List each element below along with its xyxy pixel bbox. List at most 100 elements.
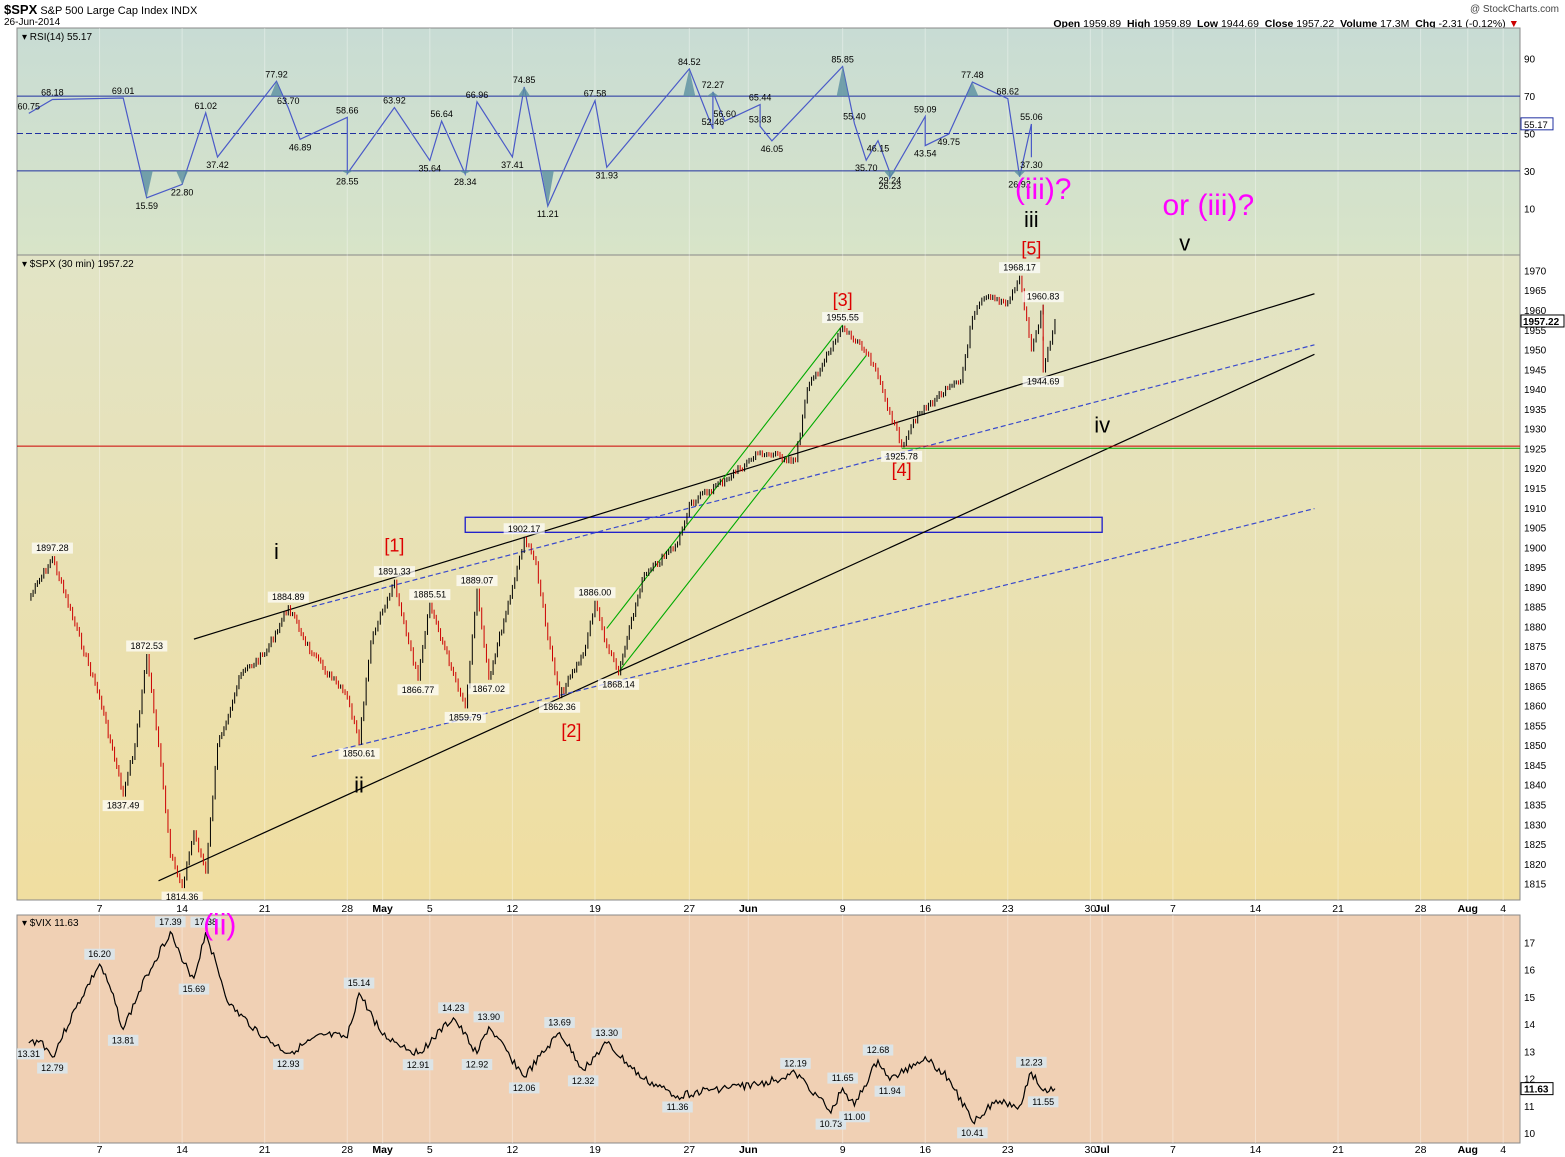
close-value: 1957.22 bbox=[1296, 18, 1335, 30]
wave-label: [4] bbox=[892, 460, 912, 480]
vix-label-bg bbox=[438, 1002, 469, 1014]
price-label-bg bbox=[409, 589, 451, 601]
x-tick-label: May bbox=[372, 903, 393, 915]
vix-label-bg bbox=[862, 1044, 894, 1056]
price-label-bg bbox=[999, 262, 1041, 274]
x-tick-label: 14 bbox=[1250, 903, 1262, 915]
vix-label-bg bbox=[874, 1085, 906, 1097]
wave-label: iii bbox=[1024, 207, 1039, 232]
rsi-y-tick: 90 bbox=[1524, 55, 1536, 66]
x-tick-label: 28 bbox=[1415, 903, 1427, 915]
vix-label-bg bbox=[957, 1127, 988, 1139]
price-panel-bg bbox=[16, 254, 1521, 901]
rsi-extreme-fill bbox=[176, 170, 189, 185]
vix-label-bg bbox=[273, 1058, 304, 1070]
x-tick-label: 30 bbox=[1085, 903, 1097, 915]
rsi-value-label: 77.48 bbox=[961, 70, 984, 80]
rsi-value-label: 46.15 bbox=[867, 144, 890, 154]
x-tick-label: 19 bbox=[589, 903, 601, 915]
x-tick-label: 4 bbox=[1500, 903, 1506, 915]
vix-value-label: 12.93 bbox=[277, 1059, 300, 1069]
open-value: 1959.89 bbox=[1083, 18, 1122, 30]
vix-y-tick: 10 bbox=[1524, 1129, 1536, 1140]
vix-value-label: 17.38 bbox=[194, 917, 217, 927]
x-tick-label: 12 bbox=[507, 903, 519, 915]
wave-label: [1] bbox=[384, 535, 404, 555]
vix-label-bg bbox=[190, 916, 221, 928]
vix-value-label: 10.41 bbox=[961, 1128, 984, 1138]
vix-value-label: 11.55 bbox=[1032, 1097, 1054, 1107]
vix-label-bg bbox=[402, 1059, 434, 1071]
x-tick-label: 7 bbox=[1170, 903, 1176, 915]
price-y-tick: 1920 bbox=[1524, 464, 1547, 475]
x-tick-label: 21 bbox=[259, 903, 271, 915]
rsi-value-label: 67.58 bbox=[584, 89, 607, 99]
vix-value-label: 12.92 bbox=[466, 1060, 489, 1070]
x-tick-label: 7 bbox=[97, 1144, 103, 1156]
vix-label-bg bbox=[567, 1075, 599, 1087]
price-label-bg bbox=[161, 891, 203, 900]
vix-value-label: 12.32 bbox=[572, 1076, 595, 1086]
x-tick-label: 27 bbox=[683, 1144, 695, 1156]
rsi-y-tick: 50 bbox=[1524, 130, 1536, 141]
x-tick-label: Jun bbox=[739, 1144, 758, 1156]
rsi-value-label: 61.02 bbox=[194, 101, 217, 111]
price-y-tick: 1820 bbox=[1524, 860, 1547, 871]
rsi-value-label: 66.96 bbox=[466, 90, 489, 100]
price-value-label: 1866.77 bbox=[402, 685, 435, 695]
wave-label: v bbox=[1179, 231, 1190, 256]
channel-trendline bbox=[158, 353, 1315, 882]
vix-y-tick: 17 bbox=[1524, 938, 1536, 949]
rsi-value-label: 15.59 bbox=[135, 201, 158, 211]
rsi-value-label: 56.60 bbox=[713, 109, 736, 119]
price-y-tick: 1935 bbox=[1524, 405, 1547, 416]
vix-label-bg bbox=[1027, 1096, 1059, 1108]
rsi-value-label: 84.52 bbox=[678, 57, 701, 67]
rsi-extreme-fill bbox=[836, 66, 849, 97]
rsi-extreme-fill bbox=[459, 170, 472, 175]
price-last-value-box bbox=[1520, 314, 1565, 328]
x-tick-label: 14 bbox=[176, 1144, 188, 1156]
vix-value-label: 15.69 bbox=[183, 984, 206, 994]
vix-value-label: 11.65 bbox=[832, 1073, 854, 1083]
rsi-value-label: 22.80 bbox=[171, 187, 194, 197]
x-tick-label: 27 bbox=[683, 903, 695, 915]
price-label-bg bbox=[126, 640, 168, 652]
price-y-tick: 1915 bbox=[1524, 484, 1547, 495]
wave-label: or (iii)? bbox=[1162, 189, 1254, 222]
rsi-line bbox=[28, 65, 1032, 208]
vix-value-label: 17.39 bbox=[159, 917, 182, 927]
price-value-label: 1960.83 bbox=[1027, 292, 1060, 302]
price-y-tick: 1875 bbox=[1524, 642, 1547, 653]
price-y-tick: 1870 bbox=[1524, 662, 1547, 673]
vix-label-bg bbox=[508, 1082, 540, 1094]
ohlc-bar: Open 1959.89 High 1959.89 Low 1944.69 Cl… bbox=[1053, 18, 1519, 30]
vix-value-label: 12.68 bbox=[867, 1045, 890, 1055]
price-y-tick: 1960 bbox=[1524, 306, 1547, 317]
vix-label-bg bbox=[107, 1034, 139, 1046]
x-tick-label: 14 bbox=[176, 903, 188, 915]
x-tick-label: 4 bbox=[1500, 1144, 1506, 1156]
price-value-label: 1968.17 bbox=[1003, 263, 1036, 273]
price-value-label: 1944.69 bbox=[1027, 377, 1060, 387]
price-label-bg bbox=[102, 800, 144, 812]
x-tick-label: 5 bbox=[427, 903, 433, 915]
wave-label-vix: (ii) bbox=[203, 908, 236, 941]
rsi-value-label: 35.70 bbox=[855, 163, 878, 173]
price-label-bg bbox=[397, 684, 439, 696]
rsi-value-label: 59.09 bbox=[914, 105, 937, 115]
wave-label: (iii)? bbox=[1015, 173, 1072, 206]
vix-label-bg bbox=[1016, 1056, 1047, 1068]
price-label-bg bbox=[822, 312, 864, 324]
vix-value-label: 12.06 bbox=[513, 1083, 536, 1093]
vix-y-tick: 13 bbox=[1524, 1047, 1536, 1058]
vix-value-label: 12.19 bbox=[784, 1058, 807, 1068]
price-y-tick: 1895 bbox=[1524, 563, 1547, 574]
rsi-value-label: 52.46 bbox=[702, 117, 725, 127]
price-y-tick: 1965 bbox=[1524, 286, 1547, 297]
vix-last-value: 11.63 bbox=[1524, 1085, 1549, 1096]
x-tick-label: 23 bbox=[1002, 1144, 1014, 1156]
price-value-label: 1872.53 bbox=[130, 641, 163, 651]
price-label-bg bbox=[468, 683, 510, 695]
price-y-tick: 1825 bbox=[1524, 840, 1547, 851]
